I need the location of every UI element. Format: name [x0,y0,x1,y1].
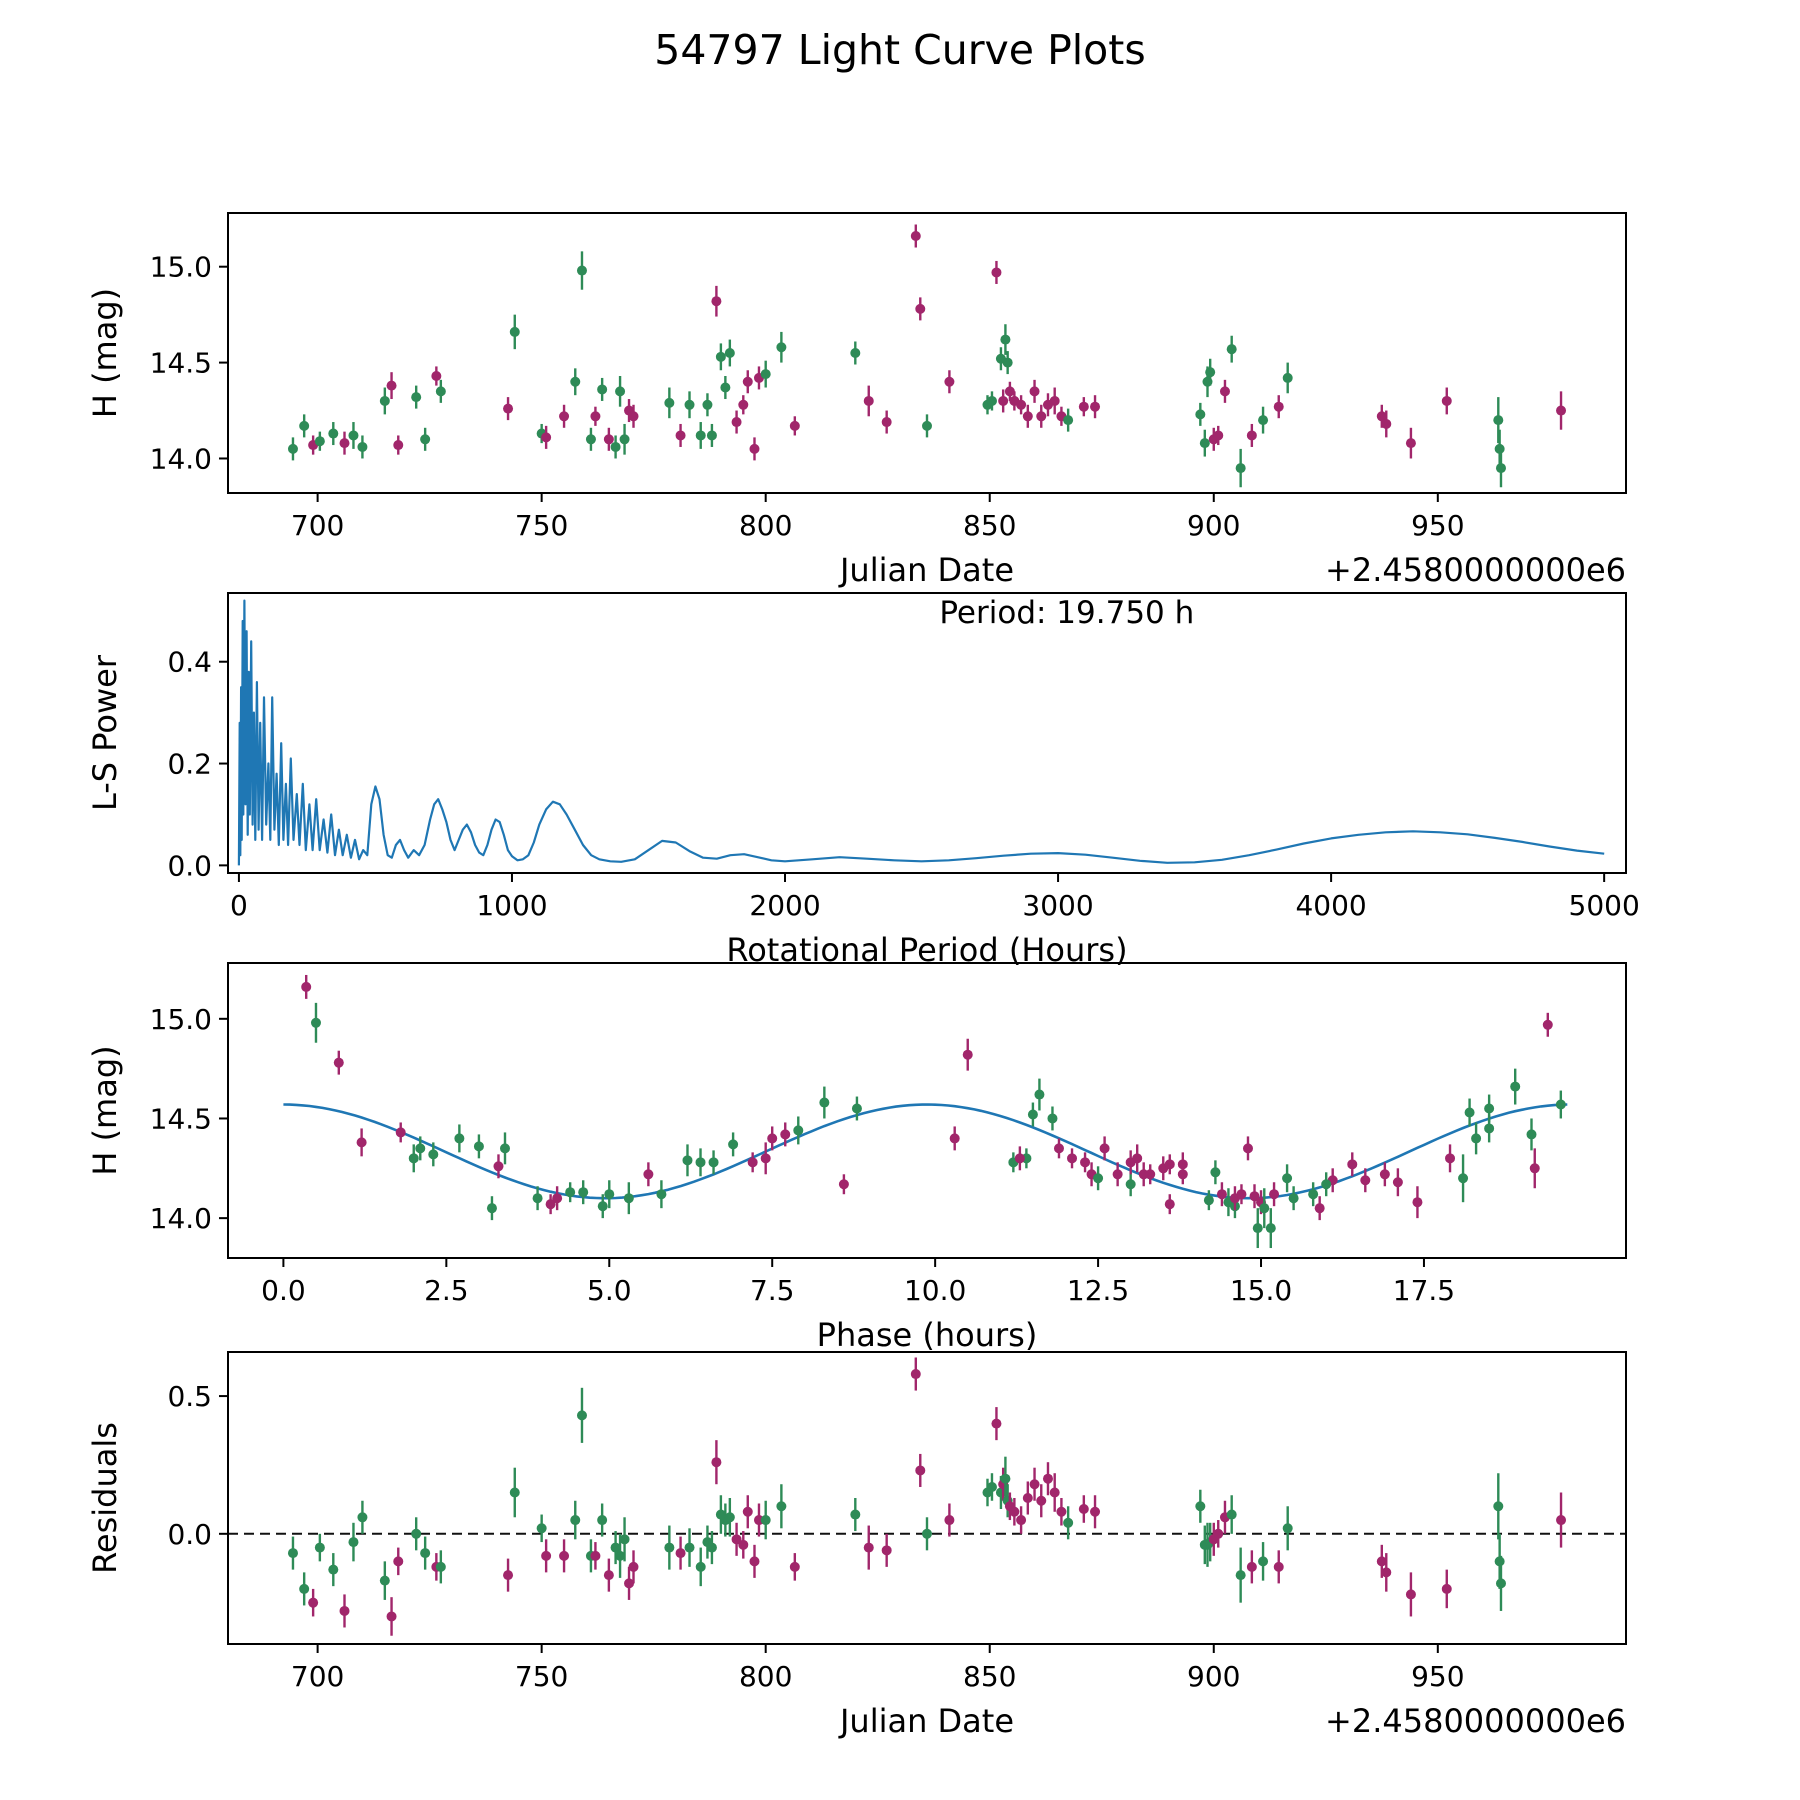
svg-text:+2.4580000000e6: +2.4580000000e6 [1325,551,1626,589]
svg-text:Julian Date: Julian Date [838,1702,1014,1740]
svg-text:Period: 19.750 h: Period: 19.750 h [939,595,1194,631]
panel-content-light-curve [287,224,1567,488]
svg-text:14.0: 14.0 [150,442,212,475]
svg-text:750: 750 [515,509,568,542]
svg-text:14.5: 14.5 [150,1102,212,1135]
panel-residuals: 700 750 800 850 900 950 0.0 0.5 Julian Date +2.45… [86,1351,1627,1740]
svg-text:10.0: 10.0 [904,1274,966,1307]
svg-text:H (mag): H (mag) [86,288,124,418]
svg-text:14.5: 14.5 [150,347,212,380]
panel-phased: 0.0 2.5 5.0 7.5 10.0 12.5 15.0 17.5 14.0 14.5 15.0… [86,962,1627,1354]
svg-text:Phase (hours): Phase (hours) [817,1316,1038,1354]
svg-text:15.0: 15.0 [1230,1274,1292,1307]
svg-text:H (mag): H (mag) [86,1045,124,1175]
svg-text:17.5: 17.5 [1393,1274,1455,1307]
svg-text:0.0: 0.0 [261,1274,306,1307]
svg-text:850: 850 [963,1660,1016,1693]
svg-text:700: 700 [291,509,344,542]
svg-text:14.0: 14.0 [150,1202,212,1235]
svg-text:800: 800 [739,1660,792,1693]
svg-text:0.5: 0.5 [167,1380,212,1413]
panel-content-residuals [228,1357,1626,1636]
svg-text:0.4: 0.4 [167,646,212,679]
svg-text:7.5: 7.5 [750,1274,795,1307]
svg-text:3000: 3000 [1022,889,1093,922]
svg-text:5000: 5000 [1569,889,1640,922]
svg-text:2000: 2000 [749,889,820,922]
figure-title: 54797 Light Curve Plots [654,26,1146,74]
svg-text:750: 750 [515,1660,568,1693]
svg-text:0.2: 0.2 [167,748,212,781]
svg-text:0.0: 0.0 [167,849,212,882]
svg-text:950: 950 [1411,1660,1464,1693]
panel-periodogram: 0 1000 2000 3000 4000 50000.00.20.4Rotational… [86,592,1640,969]
svg-text:15.0: 15.0 [150,1003,212,1036]
svg-text:1000: 1000 [476,889,547,922]
panel-content-periodogram [237,599,1605,866]
svg-text:15.0: 15.0 [150,251,212,284]
svg-text:800: 800 [739,509,792,542]
svg-text:Julian Date: Julian Date [838,551,1014,589]
panel-content-phased [283,974,1568,1249]
svg-text:5.0: 5.0 [587,1274,632,1307]
svg-text:700: 700 [291,1660,344,1693]
svg-text:850: 850 [963,509,1016,542]
svg-text:950: 950 [1411,509,1464,542]
svg-text:L-S Power: L-S Power [86,654,124,811]
svg-text:12.5: 12.5 [1067,1274,1129,1307]
svg-text:+2.4580000000e6: +2.4580000000e6 [1325,1702,1626,1740]
svg-text:Residuals: Residuals [86,1422,124,1574]
svg-text:0.0: 0.0 [167,1518,212,1551]
svg-text:0: 0 [230,889,248,922]
svg-text:900: 900 [1187,1660,1240,1693]
svg-text:900: 900 [1187,509,1240,542]
svg-text:2.5: 2.5 [424,1274,469,1307]
svg-text:4000: 4000 [1295,889,1366,922]
panel-light-curve: 700 750 800 850 900 950 14.0 14.5 15.0 Julian Dat… [86,212,1627,589]
